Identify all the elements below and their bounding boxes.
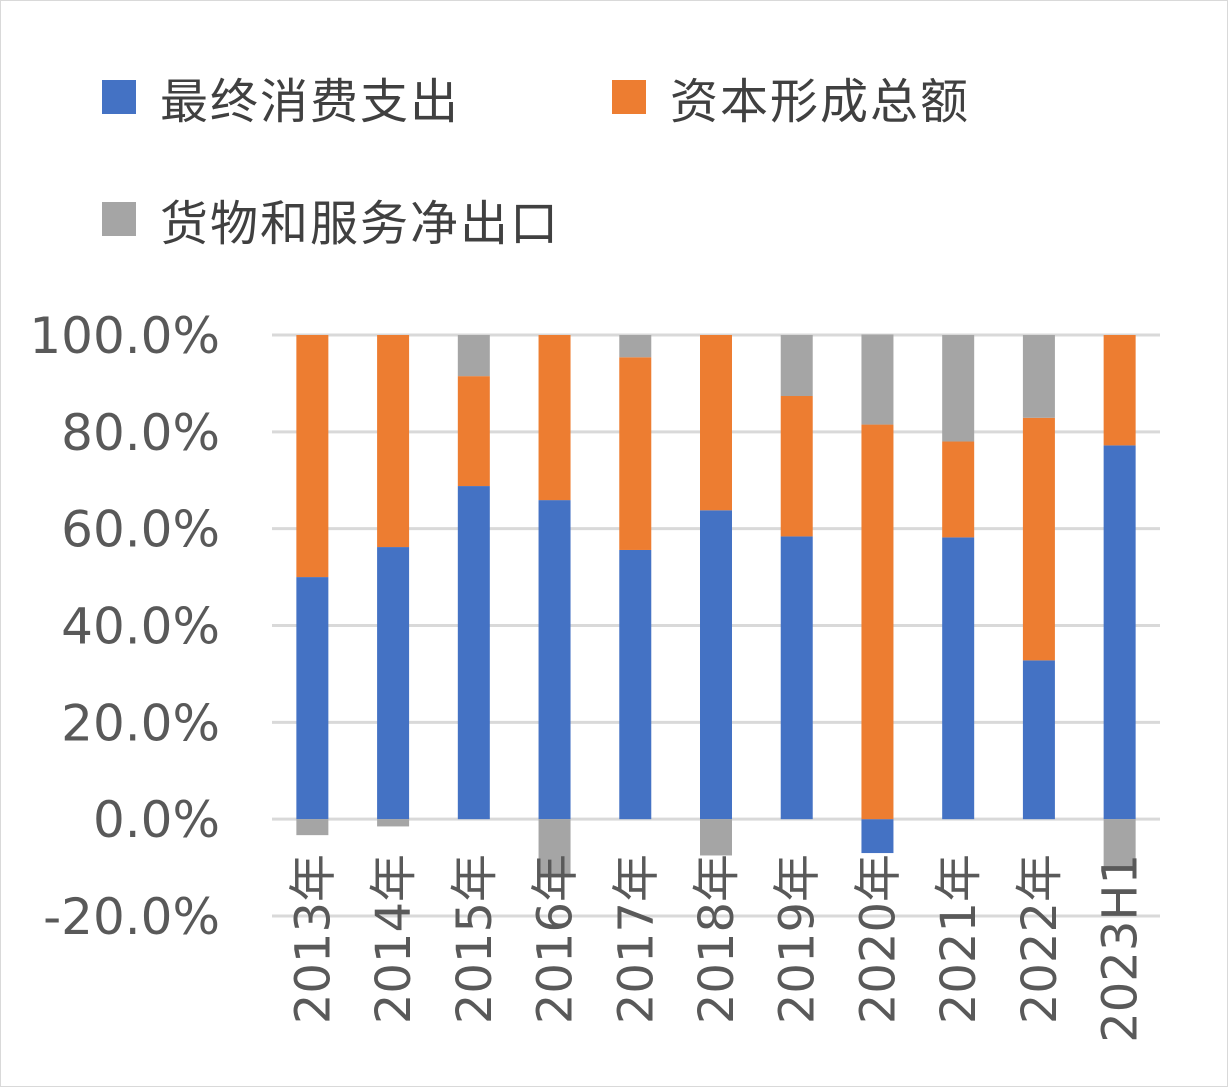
legend-item-capital: 资本形成总额: [612, 62, 970, 132]
bar-net-exports: [942, 335, 975, 442]
x-tick-label: 2018年: [689, 854, 745, 1024]
bar-capital-formation: [1022, 417, 1055, 661]
y-tick-label: 80.0%: [61, 404, 220, 462]
chart-legend: 最终消费支出 资本形成总额 货物和服务净出口: [0, 0, 1228, 280]
x-tick-label: 2021年: [931, 854, 987, 1024]
bar-consumption: [1022, 660, 1055, 820]
bar-layer: [296, 334, 1136, 878]
x-tick-label: 2016年: [528, 854, 584, 1024]
legend-item-net-exports: 货物和服务净出口: [102, 184, 560, 254]
x-tick-label: 2014年: [366, 854, 422, 1024]
y-tick-label: 100.0%: [29, 307, 220, 365]
bar-consumption: [296, 577, 329, 820]
bar-consumption: [700, 510, 732, 820]
bar-consumption: [1103, 445, 1136, 820]
x-tick-label: 2019年: [770, 854, 826, 1024]
x-tick-label: 2023H1: [1093, 854, 1149, 1043]
bar-capital-formation: [1103, 335, 1136, 446]
y-tick-label: 20.0%: [61, 694, 220, 752]
x-tick-label: 2022年: [1012, 854, 1068, 1024]
bar-net-exports: [1022, 335, 1055, 418]
bar-net-exports: [1103, 819, 1136, 871]
bar-capital-formation: [619, 357, 652, 550]
bar-consumption: [538, 500, 571, 820]
bar-capital-formation: [457, 376, 490, 487]
legend-label-net-exports: 货物和服务净出口: [160, 196, 561, 252]
bar-capital-formation: [296, 335, 329, 578]
bar-capital-formation: [700, 335, 732, 511]
bar-consumption: [780, 536, 813, 820]
legend-swatch-consumption: [102, 80, 136, 114]
bar-capital-formation: [538, 335, 571, 501]
legend-label-consumption: 最终消费支出: [160, 74, 461, 130]
bar-net-exports: [457, 335, 490, 377]
bar-net-exports: [700, 819, 732, 856]
legend-swatch-net-exports: [102, 202, 136, 236]
legend-swatch-capital: [612, 80, 646, 114]
bar-consumption: [457, 486, 490, 820]
y-tick-label: 60.0%: [61, 501, 220, 559]
legend-item-consumption: 最终消费支出: [102, 62, 460, 132]
bar-consumption: [619, 549, 652, 820]
y-tick-label: 0.0%: [93, 791, 220, 849]
x-axis-tick-labels: 2013年 2014年 2015年 2016年 2017年 2018年 2019年 2020年…: [285, 854, 1148, 1043]
bar-net-exports: [619, 335, 652, 358]
y-axis-tick-labels: -20.0% 0.0% 20.0% 40.0% 60.0% 80.0% 100.0%: [29, 307, 220, 946]
bar-consumption: [861, 819, 894, 854]
bar-net-exports: [861, 334, 894, 425]
bar-net-exports: [780, 335, 813, 397]
bar-capital-formation: [861, 424, 894, 820]
bar-capital-formation: [942, 441, 975, 538]
y-tick-label: -20.0%: [43, 888, 220, 946]
x-tick-label: 2020年: [850, 854, 906, 1024]
bar-capital-formation: [377, 335, 410, 548]
x-tick-label: 2015年: [447, 854, 503, 1024]
bar-net-exports: [377, 819, 410, 827]
x-tick-label: 2013年: [285, 854, 341, 1024]
bar-capital-formation: [780, 396, 813, 537]
bar-consumption: [377, 547, 410, 820]
x-tick-label: 2017年: [608, 854, 664, 1024]
bar-net-exports: [296, 819, 329, 836]
y-tick-label: 40.0%: [61, 598, 220, 656]
legend-label-capital: 资本形成总额: [670, 74, 971, 130]
bar-net-exports: [538, 819, 571, 878]
bar-consumption: [942, 537, 975, 820]
